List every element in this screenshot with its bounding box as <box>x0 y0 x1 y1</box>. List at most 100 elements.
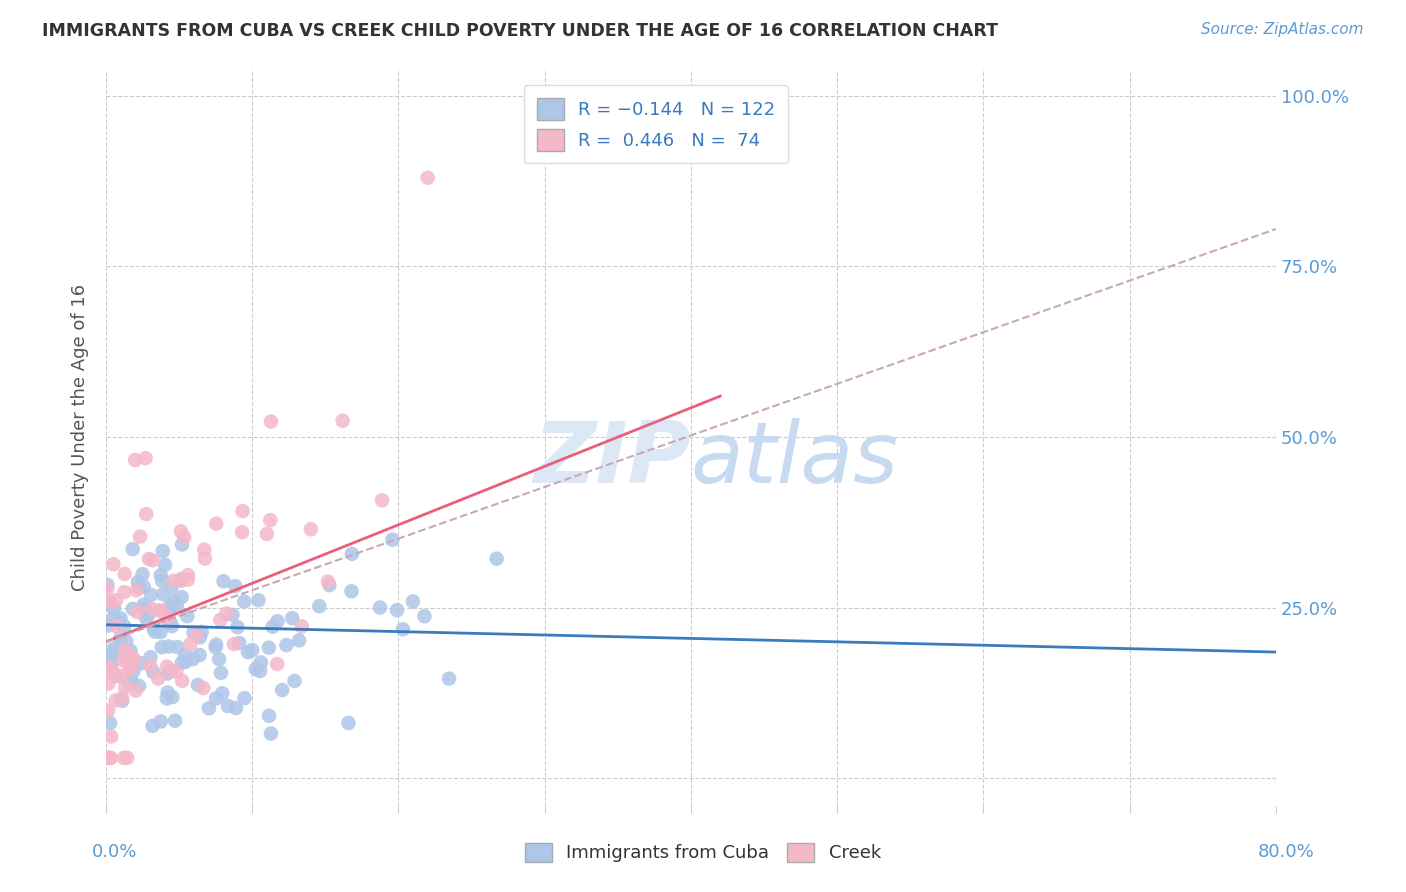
Point <box>152 544 174 558</box>
Point <box>170 574 193 588</box>
Point <box>188 631 211 645</box>
Point <box>135 611 157 625</box>
Point <box>212 574 235 589</box>
Point <box>96 660 118 674</box>
Point <box>266 614 288 628</box>
Point <box>156 691 179 706</box>
Point <box>209 665 232 680</box>
Point <box>233 691 256 706</box>
Point <box>190 624 212 639</box>
Point <box>163 594 186 608</box>
Point <box>159 603 181 617</box>
Point <box>174 655 197 669</box>
Point <box>245 662 267 676</box>
Point <box>209 613 232 627</box>
Point <box>179 637 201 651</box>
Point <box>103 642 125 657</box>
Point <box>413 609 436 624</box>
Point <box>170 537 193 551</box>
Point <box>128 679 150 693</box>
Point <box>118 664 141 678</box>
Point <box>162 574 184 588</box>
Point <box>385 603 408 617</box>
Point <box>101 665 124 680</box>
Point <box>170 590 193 604</box>
Point <box>96 578 118 592</box>
Point <box>163 714 186 728</box>
Point <box>177 568 200 582</box>
Point <box>222 637 245 651</box>
Point <box>100 661 122 675</box>
Point <box>104 669 127 683</box>
Point <box>156 666 179 681</box>
Point <box>135 507 157 521</box>
Point <box>231 525 253 540</box>
Y-axis label: Child Poverty Under the Age of 16: Child Poverty Under the Age of 16 <box>72 284 89 591</box>
Point <box>100 751 122 765</box>
Point <box>110 648 132 662</box>
Point <box>256 527 278 541</box>
Point <box>266 657 288 671</box>
Point <box>276 638 298 652</box>
Point <box>120 644 142 658</box>
Point <box>188 648 211 662</box>
Point <box>134 602 156 616</box>
Point <box>121 602 143 616</box>
Point <box>125 583 148 598</box>
Text: 0.0%: 0.0% <box>91 843 136 861</box>
Point <box>112 654 135 668</box>
Point <box>271 683 294 698</box>
Point <box>250 656 273 670</box>
Point <box>110 611 132 625</box>
Point <box>152 587 174 601</box>
Point <box>186 628 208 642</box>
Point <box>112 751 135 765</box>
Point <box>221 607 243 622</box>
Point <box>225 701 247 715</box>
Text: ZIP: ZIP <box>533 417 690 500</box>
Point <box>105 593 128 607</box>
Point <box>139 650 162 665</box>
Point <box>205 638 228 652</box>
Point <box>233 594 256 608</box>
Point <box>437 672 460 686</box>
Point <box>103 610 125 624</box>
Point <box>181 652 204 666</box>
Point <box>402 594 425 608</box>
Point <box>153 558 176 572</box>
Point <box>205 516 228 531</box>
Point <box>149 625 172 640</box>
Point <box>205 691 228 706</box>
Point <box>122 664 145 678</box>
Point <box>177 573 200 587</box>
Point <box>170 524 193 539</box>
Point <box>96 751 118 765</box>
Point <box>160 581 183 595</box>
Point <box>156 685 179 699</box>
Point <box>127 605 149 619</box>
Point <box>143 624 166 639</box>
Point <box>257 640 280 655</box>
Point <box>337 715 360 730</box>
Point <box>121 542 143 557</box>
Point <box>240 643 263 657</box>
Point <box>236 645 259 659</box>
Point <box>138 552 160 566</box>
Point <box>260 415 283 429</box>
Point <box>198 701 221 715</box>
Point <box>204 640 226 655</box>
Point <box>174 648 197 663</box>
Point <box>111 694 134 708</box>
Point <box>129 657 152 671</box>
Point <box>117 751 139 765</box>
Point <box>148 603 170 617</box>
Point <box>156 659 179 673</box>
Point <box>97 704 120 718</box>
Point <box>316 574 339 589</box>
Point <box>262 620 284 634</box>
Point <box>247 593 270 607</box>
Point <box>98 751 121 765</box>
Point <box>108 616 131 631</box>
Point <box>173 530 195 544</box>
Point <box>183 625 205 640</box>
